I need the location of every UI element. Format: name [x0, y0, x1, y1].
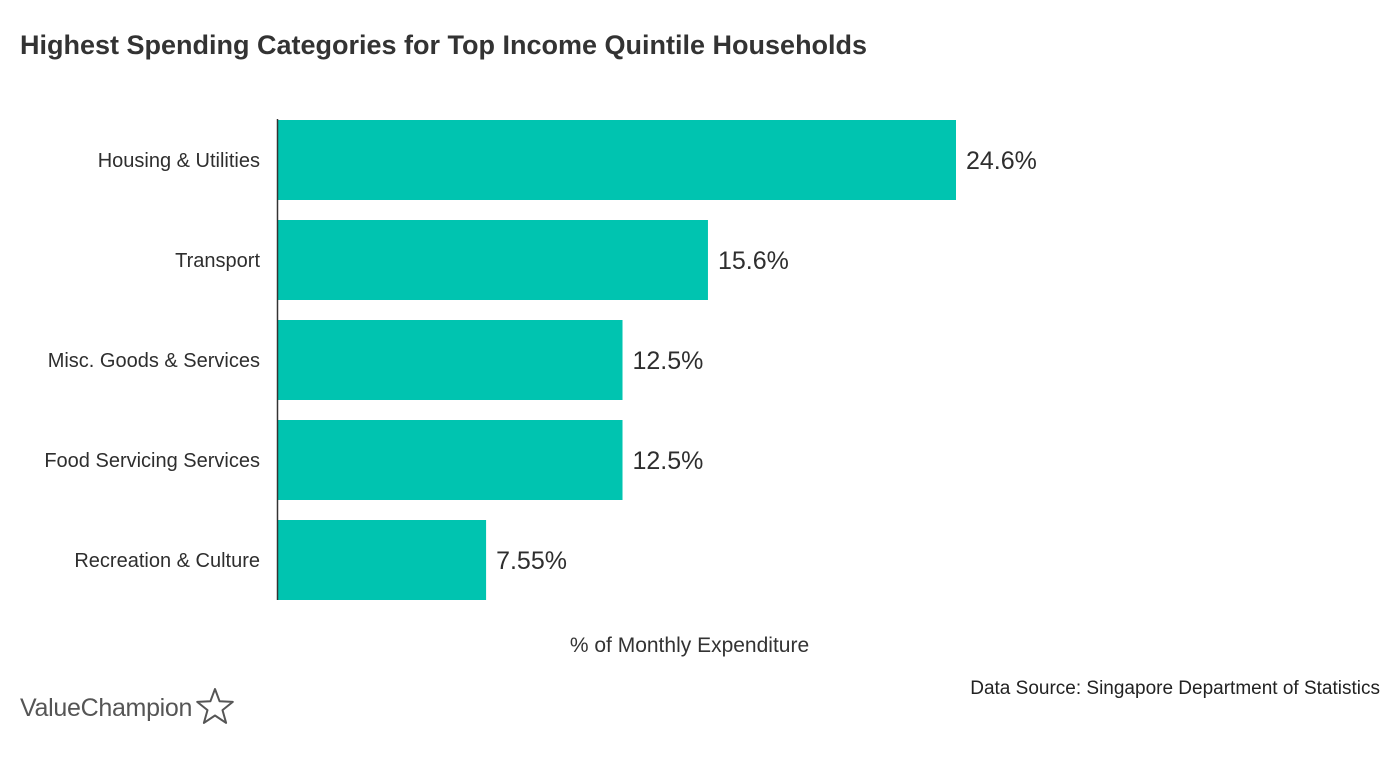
value-label: 15.6% — [718, 247, 789, 275]
category-label: Transport — [175, 250, 260, 272]
category-label: Recreation & Culture — [74, 550, 260, 572]
value-label: 24.6% — [966, 147, 1037, 175]
bars-layer: Housing & Utilities 24.6% Transport 15.6% Mi… — [44, 120, 1037, 600]
value-label: 7.55% — [496, 547, 567, 575]
chart-title: Highest Spending Categories for Top Inco… — [20, 30, 868, 60]
bar-4 — [278, 520, 487, 600]
star-outline-icon — [195, 687, 235, 730]
category-label: Food Servicing Services — [44, 450, 260, 472]
bar-3 — [278, 420, 623, 500]
brand-name: ValueChampion — [20, 693, 193, 722]
brand-logo[interactable]: ValueChampion — [20, 684, 235, 732]
value-label: 12.5% — [633, 347, 704, 375]
x-axis-label: % of Monthly Expenditure — [569, 634, 810, 657]
category-label: Housing & Utilities — [98, 150, 260, 172]
bar-2 — [278, 320, 623, 400]
category-label: Misc. Goods & Services — [48, 350, 260, 372]
data-source-note: Data Source: Singapore Department of Sta… — [970, 678, 1380, 699]
value-label: 12.5% — [633, 447, 704, 475]
bar-1 — [278, 220, 708, 300]
bar-0 — [278, 120, 956, 200]
